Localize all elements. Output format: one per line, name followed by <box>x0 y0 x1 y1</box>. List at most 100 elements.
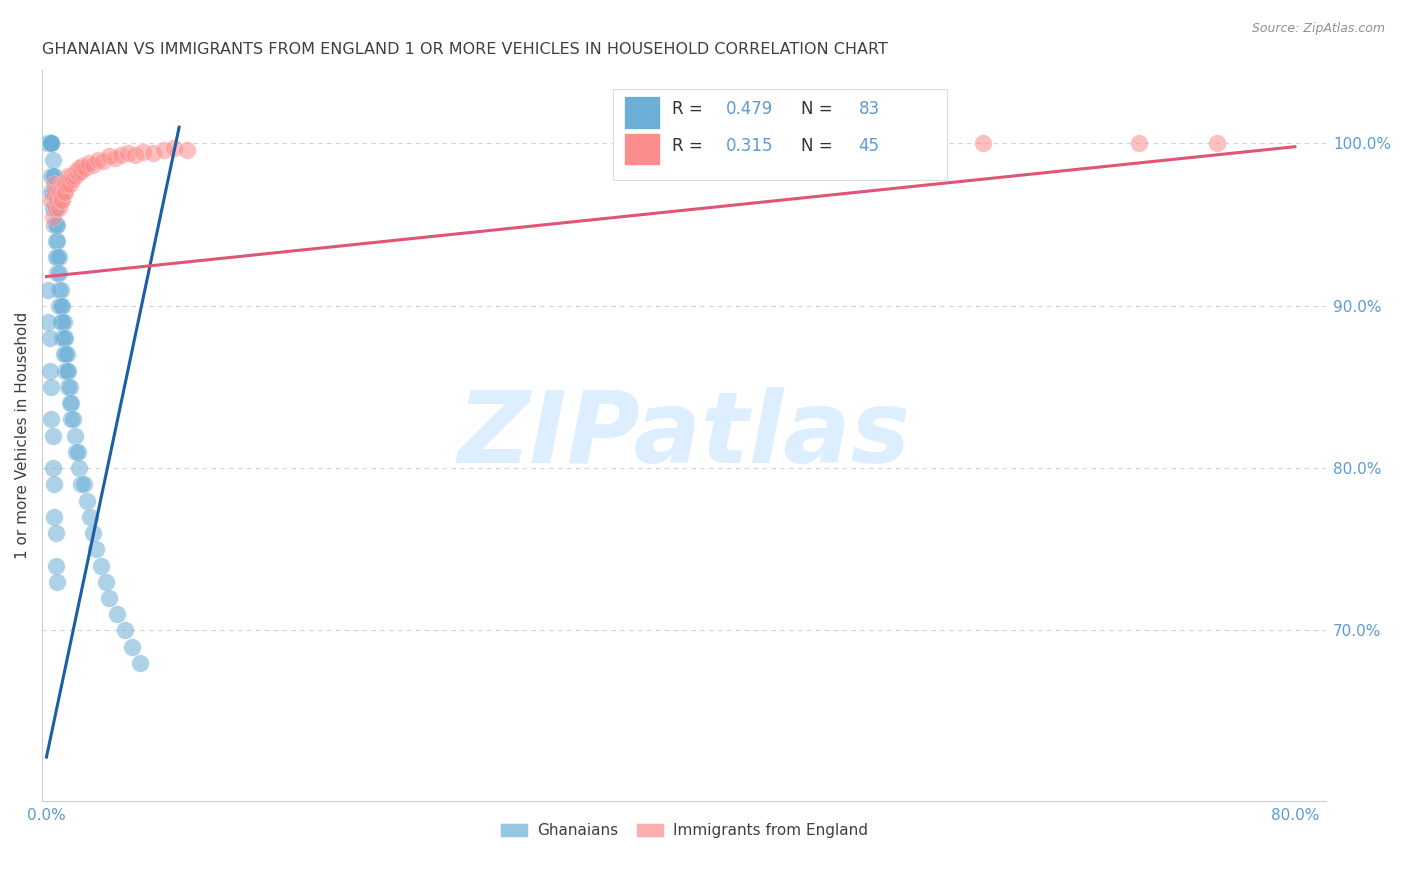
Point <box>46 194 69 208</box>
Point <box>46 218 69 232</box>
Point <box>39 380 62 394</box>
Point <box>48 185 70 199</box>
Text: ZIPatlas: ZIPatlas <box>457 387 911 484</box>
Point <box>55 347 77 361</box>
Point <box>38 136 60 151</box>
Point <box>58 169 80 183</box>
Point <box>44 202 66 216</box>
Point <box>66 166 89 180</box>
Point <box>48 250 70 264</box>
Point <box>59 380 82 394</box>
Point <box>66 445 89 459</box>
Point <box>72 159 94 173</box>
Point <box>44 218 66 232</box>
Point <box>39 169 62 183</box>
Point <box>52 185 75 199</box>
Point <box>60 169 83 183</box>
Point <box>51 299 73 313</box>
Point <box>49 185 72 199</box>
Point <box>124 148 146 162</box>
Point <box>45 250 67 264</box>
Point <box>60 396 83 410</box>
Point <box>67 461 90 475</box>
Point <box>45 234 67 248</box>
Point <box>45 218 67 232</box>
Point <box>42 202 65 216</box>
Point <box>42 428 65 442</box>
Point <box>39 136 62 151</box>
Y-axis label: 1 or more Vehicles in Household: 1 or more Vehicles in Household <box>15 312 30 559</box>
Point <box>152 143 174 157</box>
Point <box>104 151 127 165</box>
Point <box>42 153 65 167</box>
Text: GHANAIAN VS IMMIGRANTS FROM ENGLAND 1 OR MORE VEHICLES IN HOUSEHOLD CORRELATION : GHANAIAN VS IMMIGRANTS FROM ENGLAND 1 OR… <box>42 42 887 57</box>
Point <box>37 136 59 151</box>
Point <box>73 477 96 491</box>
Point <box>46 574 69 589</box>
Point <box>37 136 59 151</box>
Point <box>42 169 65 183</box>
Point <box>142 146 165 161</box>
Point <box>67 161 90 175</box>
Point <box>44 185 66 199</box>
Point <box>69 477 91 491</box>
Point <box>44 169 66 183</box>
Point <box>51 194 73 208</box>
Point <box>59 396 82 410</box>
Point <box>51 315 73 329</box>
Point <box>51 331 73 345</box>
Point <box>55 364 77 378</box>
Point <box>44 509 66 524</box>
Point <box>110 148 132 162</box>
Point <box>45 202 67 216</box>
Point <box>45 558 67 573</box>
Point <box>1205 136 1227 151</box>
Point <box>163 141 186 155</box>
Text: 83: 83 <box>859 100 880 118</box>
Point <box>39 185 62 199</box>
Point <box>37 315 59 329</box>
Point <box>38 136 60 151</box>
Point <box>58 364 80 378</box>
Point <box>129 656 152 670</box>
Point <box>62 412 84 426</box>
Point <box>52 315 75 329</box>
Point <box>45 526 67 541</box>
Point <box>39 136 62 151</box>
Point <box>59 177 82 191</box>
Point <box>45 185 67 199</box>
Point <box>52 177 75 191</box>
Point <box>42 210 65 224</box>
Text: N =: N = <box>801 136 838 154</box>
Point <box>69 164 91 178</box>
Point <box>48 202 70 216</box>
Point <box>91 154 114 169</box>
Point <box>48 299 70 313</box>
Point <box>38 364 60 378</box>
Legend: Ghanaians, Immigrants from England: Ghanaians, Immigrants from England <box>494 817 875 845</box>
Point <box>82 526 104 541</box>
Point <box>53 185 76 199</box>
Point <box>97 149 120 163</box>
Point <box>49 194 72 208</box>
Text: R =: R = <box>672 100 709 118</box>
Point <box>49 299 72 313</box>
Point <box>52 347 75 361</box>
Text: Source: ZipAtlas.com: Source: ZipAtlas.com <box>1251 22 1385 36</box>
Point <box>77 156 100 170</box>
FancyBboxPatch shape <box>624 96 659 128</box>
Text: N =: N = <box>801 100 838 118</box>
Point <box>65 164 87 178</box>
Text: R =: R = <box>672 136 709 154</box>
Point <box>52 331 75 345</box>
FancyBboxPatch shape <box>613 88 948 180</box>
Point <box>45 202 67 216</box>
Point <box>53 347 76 361</box>
Point <box>79 509 101 524</box>
Point <box>39 412 62 426</box>
Text: 45: 45 <box>859 136 880 154</box>
Point <box>42 461 65 475</box>
Point <box>63 169 86 183</box>
Point <box>48 266 70 280</box>
Point <box>117 146 139 161</box>
